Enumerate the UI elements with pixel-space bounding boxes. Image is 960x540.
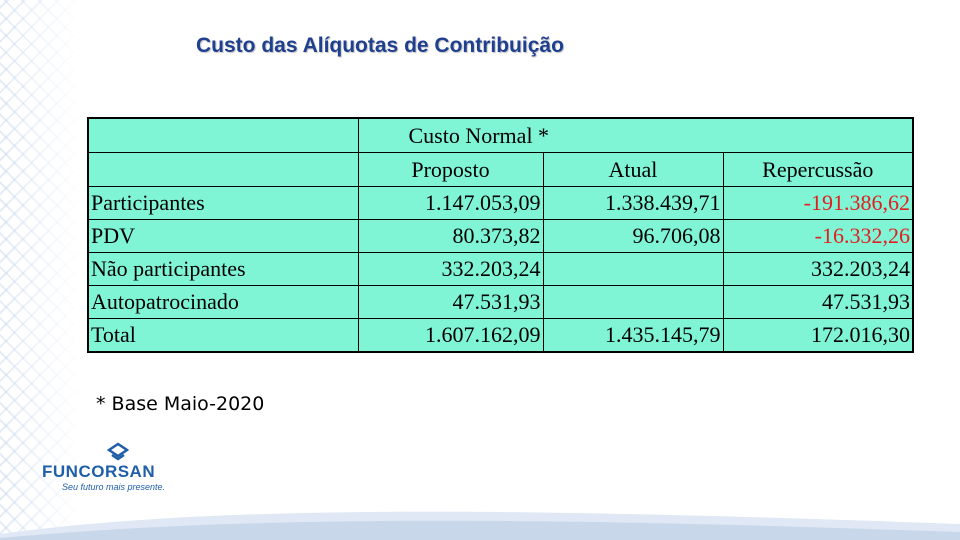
cell-atual: 1.338.439,71 [542, 186, 724, 220]
row-label: Total [87, 318, 359, 353]
cell-repercussao: -16.332,26 [722, 219, 914, 253]
cost-table: Custo Normal * Proposto Atual Repercussã… [87, 117, 914, 353]
row-label: PDV [87, 219, 359, 253]
column-header-repercussao: Repercussão [722, 152, 914, 187]
table-header-row: Proposto Atual Repercussão [87, 152, 914, 187]
cell-proposto: 1.147.053,09 [357, 186, 544, 220]
cell-atual: 1.435.145,79 [542, 318, 724, 353]
side-pattern [0, 0, 80, 540]
row-label: Participantes [87, 186, 359, 220]
footnote: * Base Maio-2020 [96, 393, 265, 415]
cell-repercussao: -191.386,62 [722, 186, 914, 220]
cell-atual: 96.706,08 [542, 219, 724, 253]
cell-atual [542, 285, 724, 319]
logo-tagline: Seu futuro mais presente. [62, 482, 166, 492]
funcorsan-logo: FUNCORSAN Seu futuro mais presente. [40, 442, 190, 497]
column-header-proposto: Proposto [357, 152, 544, 187]
cell-proposto: 1.607.162,09 [357, 318, 544, 353]
cell-repercussao: 172.016,30 [722, 318, 914, 353]
cell-proposto: 47.531,93 [357, 285, 544, 319]
table-row: PDV 80.373,82 96.706,08 -16.332,26 [87, 219, 914, 253]
table-row: Participantes 1.147.053,09 1.338.439,71 … [87, 186, 914, 220]
cell-proposto: 332.203,24 [357, 252, 544, 286]
group-header: Custo Normal * [357, 117, 914, 153]
cell-repercussao: 332.203,24 [722, 252, 914, 286]
table-row-total: Total 1.607.162,09 1.435.145,79 172.016,… [87, 318, 914, 353]
table-group-header-row: Custo Normal * [87, 117, 914, 153]
cell-proposto: 80.373,82 [357, 219, 544, 253]
logo-mark-icon [107, 442, 129, 461]
logo-name: FUNCORSAN [42, 462, 156, 481]
cell-repercussao: 47.531,93 [722, 285, 914, 319]
slide-title: Custo das Alíquotas de Contribuição [196, 34, 564, 57]
row-label: Não participantes [87, 252, 359, 286]
cell-atual [542, 252, 724, 286]
table-row: Autopatrocinado 47.531,93 47.531,93 [87, 285, 914, 319]
header-empty [87, 152, 359, 187]
row-label: Autopatrocinado [87, 285, 359, 319]
column-header-atual: Atual [542, 152, 724, 187]
bottom-wave-decoration [0, 511, 960, 540]
corner-cell [87, 117, 359, 153]
table-row: Não participantes 332.203,24 332.203,24 [87, 252, 914, 286]
